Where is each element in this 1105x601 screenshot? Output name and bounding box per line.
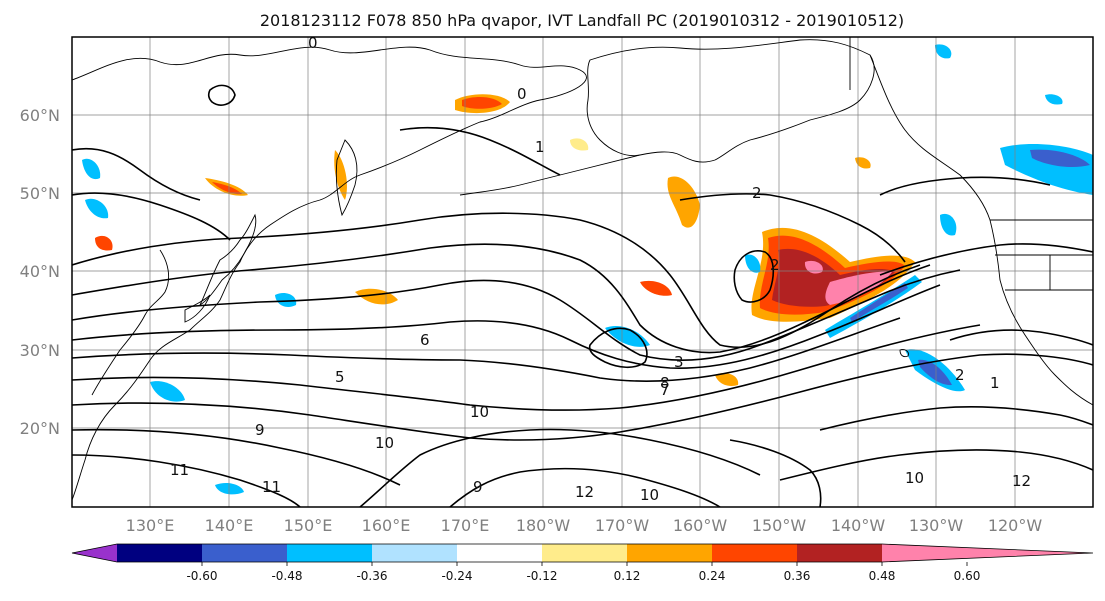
colorbar-segment — [627, 544, 712, 562]
colorbar-segment — [117, 544, 202, 562]
contour-label: 10 — [640, 486, 659, 504]
contour-label: 5 — [335, 368, 345, 386]
contour-label: 1 — [990, 374, 1000, 392]
colorbar-tick-label: 0.60 — [954, 569, 981, 583]
map-content: 0 1 2 2 3 5 6 7 8 9 10 10 11 11 12 9 10 … — [72, 34, 1093, 507]
lon-label: 160°E — [362, 516, 411, 535]
lon-label: 180°W — [516, 516, 571, 535]
latitude-labels: 60°N 50°N 40°N 30°N 20°N — [20, 106, 60, 438]
colorbar-tick-label: 0.36 — [784, 569, 811, 583]
contour-label: 2 — [770, 256, 780, 274]
colorbar-extend-high — [882, 544, 1093, 562]
contour-label: 8 — [660, 374, 670, 392]
colorbar: -0.60 -0.48 -0.36 -0.24 -0.12 0.12 0.24 0.36 0.4… — [71, 543, 1094, 583]
colorbar-segment — [202, 544, 287, 562]
figure-title: 2018123112 F078 850 hPa qvapor, IVT Land… — [260, 11, 904, 30]
colorbar-tick-label: -0.48 — [271, 569, 302, 583]
colorbar-segment — [372, 544, 457, 562]
lat-label-60n: 60°N — [20, 106, 60, 125]
contour-label: 2 — [752, 184, 762, 202]
lon-label: 130°E — [126, 516, 175, 535]
colorbar-tick-label: 0.48 — [869, 569, 896, 583]
lon-label: 160°W — [673, 516, 728, 535]
contour-label: 2 — [955, 366, 965, 384]
contour-labels: 0 1 2 2 3 5 6 7 8 9 10 10 11 11 12 9 10 … — [170, 34, 1031, 504]
contour-label: 1 — [535, 138, 545, 156]
contour-label: 0 — [308, 34, 318, 52]
colorbar-tick-label: 0.24 — [699, 569, 726, 583]
contour-label: 11 — [262, 478, 281, 496]
contour-label: 9 — [255, 421, 265, 439]
colorbar-segment — [542, 544, 627, 562]
lon-label: 150°W — [752, 516, 807, 535]
contour-label: 6 — [420, 331, 430, 349]
colorbar-outline — [71, 543, 1094, 563]
contour-label: 10 — [375, 434, 394, 452]
coastlines — [72, 37, 1093, 501]
colorbar-extend-low — [72, 544, 117, 562]
colorbar-segment — [287, 544, 372, 562]
contour-label: 12 — [575, 483, 594, 501]
colorbar-segment — [712, 544, 797, 562]
lat-label-20n: 20°N — [20, 419, 60, 438]
contour-label: 9 — [473, 478, 483, 496]
lon-label: 120°W — [988, 516, 1043, 535]
lon-label: 140°W — [831, 516, 886, 535]
lon-label: 170°E — [441, 516, 490, 535]
contour-label: 0 — [517, 85, 527, 103]
colorbar-tick-label: -0.36 — [356, 569, 387, 583]
map-frame — [71, 36, 1094, 508]
lon-label: 130°W — [909, 516, 964, 535]
contour-lines — [72, 84, 1093, 507]
lon-label: 170°W — [595, 516, 650, 535]
contour-label: 11 — [170, 461, 189, 479]
contour-label: 12 — [1012, 472, 1031, 490]
colorbar-tick-label: -0.12 — [526, 569, 557, 583]
colorbar-tick-label: -0.24 — [441, 569, 472, 583]
lat-label-50n: 50°N — [20, 184, 60, 203]
contour-label: 10 — [470, 403, 489, 421]
contour-label: 7 — [660, 381, 670, 399]
longitude-labels: 130°E 140°E 150°E 160°E 170°E 180°W 170°… — [126, 516, 1043, 535]
contour-label: 10 — [905, 469, 924, 487]
colorbar-tick-label: 0.12 — [614, 569, 641, 583]
lat-label-40n: 40°N — [20, 262, 60, 281]
lat-label-30n: 30°N — [20, 341, 60, 360]
lon-label: 140°E — [205, 516, 254, 535]
colorbar-segment — [457, 544, 542, 562]
colorbar-tick-label: -0.60 — [186, 569, 217, 583]
lon-label: 150°E — [284, 516, 333, 535]
colorbar-segment — [797, 544, 882, 562]
shaded-anomaly-patches — [82, 44, 1093, 495]
contour-label: 3 — [674, 353, 684, 371]
